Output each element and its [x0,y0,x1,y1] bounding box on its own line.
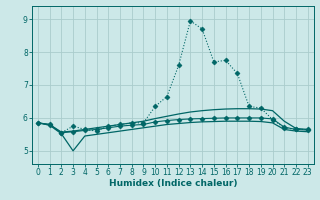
X-axis label: Humidex (Indice chaleur): Humidex (Indice chaleur) [108,179,237,188]
